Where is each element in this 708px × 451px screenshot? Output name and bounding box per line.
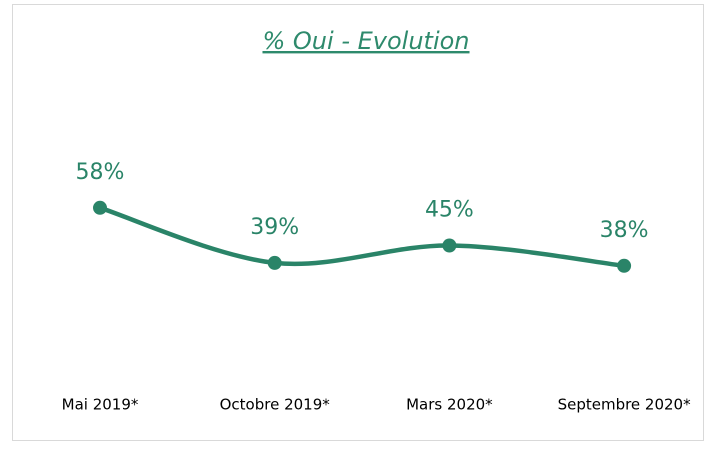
point-marker <box>617 258 632 273</box>
x-tick-label: Mars 2020* <box>406 396 493 414</box>
x-tick-label: Octobre 2019* <box>220 396 331 414</box>
chart-frame <box>12 4 704 441</box>
data-label: 38% <box>600 218 649 243</box>
data-label: 58% <box>76 160 125 185</box>
series-line <box>97 205 627 269</box>
data-label: 39% <box>250 215 299 240</box>
chart-title: % Oui - Evolution <box>262 27 469 55</box>
x-tick-label: Septembre 2020* <box>558 396 692 414</box>
point-marker <box>442 238 457 253</box>
point-marker <box>267 255 282 270</box>
x-tick-label: Mai 2019* <box>62 396 139 414</box>
data-label: 45% <box>425 198 474 223</box>
point-marker <box>93 200 107 215</box>
